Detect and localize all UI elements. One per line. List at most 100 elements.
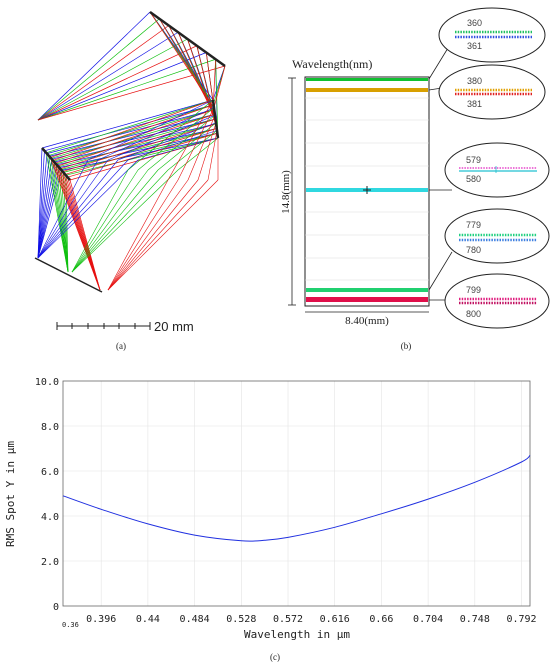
svg-text:360: 360	[467, 18, 482, 28]
ray-dispersed	[107, 114, 216, 161]
ray-mirror-to-grating	[196, 45, 218, 132]
ray-dispersed	[197, 122, 217, 181]
ray-dispersed	[137, 137, 219, 161]
detector-gridlines	[305, 97, 429, 281]
ray-dispersed	[87, 99, 214, 161]
ray-dispersed	[117, 122, 217, 161]
band-800	[306, 297, 428, 302]
x-tick-label: 0.748	[460, 614, 490, 625]
x-tick-label: 0.792	[506, 614, 536, 625]
callout-380-marks	[455, 88, 532, 96]
ray-dispersed-focus	[107, 179, 219, 291]
ray-mirror-to-grating	[213, 59, 216, 103]
ray-mirror-to-grating	[213, 65, 226, 108]
ray-dispersed-focus	[71, 169, 129, 273]
ray-dispersed	[127, 130, 218, 161]
ray-grating-to-camera	[52, 104, 214, 161]
ray-grating-to-camera	[58, 123, 217, 168]
ray-camera-to-detector	[37, 167, 60, 259]
ray-grating-to-camera	[41, 99, 214, 149]
callout-360-marks	[455, 30, 532, 39]
ray-slit-to-mirror	[37, 45, 198, 121]
caption-a: (a)	[116, 341, 126, 351]
callout-800-marks	[459, 297, 537, 305]
ray-camera-to-detector	[37, 161, 55, 259]
ray-dispersed-focus	[71, 169, 159, 273]
ray-dispersed-focus	[37, 159, 129, 259]
x-tick-label: 0.396	[86, 614, 116, 625]
ray-grating-to-camera	[51, 118, 216, 160]
band-380	[306, 88, 428, 92]
ray-grating-to-camera	[65, 137, 219, 176]
camera-mirror	[41, 147, 71, 181]
ray-dispersed-focus	[107, 179, 189, 291]
x-tick-label: 0.616	[320, 614, 350, 625]
svg-text:580: 580	[466, 174, 481, 184]
ray-dispersed-focus	[107, 179, 209, 291]
panel-a-ray-diagram: 20 mm (a)	[34, 10, 226, 351]
ray-slit-to-mirror	[37, 38, 188, 121]
ray-dispersed	[167, 99, 214, 181]
ray-slit-to-mirror	[37, 25, 169, 121]
wavelength-title: Wavelength(nm)	[292, 57, 372, 71]
ray-dispersed-focus	[71, 169, 179, 273]
ray-mirror-to-grating	[159, 18, 215, 113]
ray-dispersed	[137, 107, 215, 171]
svg-text:799: 799	[466, 285, 481, 295]
ray-mirror-to-grating	[177, 32, 217, 122]
ray-dispersed-focus	[107, 179, 179, 291]
ray-grating-to-camera	[63, 132, 218, 173]
detector-plane	[34, 257, 103, 293]
ray-dispersed-focus	[71, 169, 139, 273]
ray-dispersed-focus	[37, 159, 139, 259]
ray-camera-to-detector	[37, 164, 58, 259]
collimator-mirror	[149, 10, 226, 68]
ray-camera-to-detector	[37, 159, 53, 259]
ray-dispersed-focus	[37, 159, 89, 259]
x-tick-labels: 0.36 0.396 0.44 0.484 0.528 0.572 0.616 0.66 0.7…	[62, 614, 537, 629]
ray-grating-to-camera	[61, 137, 219, 171]
y-tick-label: 6.0	[41, 467, 59, 478]
band-780	[306, 288, 428, 292]
svg-text:780: 780	[466, 245, 481, 255]
x-tick-label: 0.66	[369, 614, 393, 625]
ray-dispersed	[187, 115, 216, 181]
ray-slit-to-mirror	[37, 58, 216, 121]
ray-grating-to-camera	[46, 109, 215, 154]
ray-mirror-to-grating	[149, 11, 215, 108]
x-tick-label: 0.572	[273, 614, 303, 625]
ray-slit-to-mirror	[37, 11, 151, 121]
svg-text:380: 380	[467, 76, 482, 86]
x-tick-label: 0.528	[226, 614, 256, 625]
ray-bundles	[37, 11, 226, 291]
y-tick-label: 8.0	[41, 422, 59, 433]
ray-dispersed-focus	[71, 169, 149, 273]
y-tick-label: 10.0	[35, 377, 59, 388]
ray-camera-to-detector	[53, 161, 69, 273]
ray-camera-to-detector	[37, 153, 48, 259]
ray-dispersed-focus	[37, 159, 119, 259]
y-tick-label: 2.0	[41, 557, 59, 568]
plot-area	[62, 380, 531, 607]
ray-grating-to-camera	[50, 109, 215, 159]
ray-dispersed-focus	[71, 169, 169, 273]
grating	[211, 99, 220, 139]
ray-dispersed-focus	[107, 179, 169, 291]
y-tick-labels: 0 2.0 4.0 6.0 8.0 10.0	[35, 377, 59, 613]
ray-camera-to-detector	[37, 170, 62, 259]
ray-dispersed-focus	[37, 159, 109, 259]
ray-slit-to-mirror	[37, 52, 207, 121]
y-tick-label: 4.0	[41, 512, 59, 523]
ray-dispersed	[97, 107, 215, 161]
callout-580: 579 580	[444, 142, 550, 198]
caption-c: (c)	[270, 652, 280, 662]
svg-text:800: 800	[466, 309, 481, 319]
panel-c-rms-chart: 0.36 0.396 0.44 0.484 0.528 0.572 0.616 0.66 0.7…	[4, 377, 537, 662]
callout-380: 380 381	[438, 64, 546, 120]
ray-slit-to-mirror	[37, 31, 179, 121]
ray-grating-to-camera	[62, 123, 217, 172]
svg-text:381: 381	[467, 99, 482, 109]
x-tick-label: 0.36	[62, 621, 79, 629]
rms-spot-line	[62, 454, 531, 542]
